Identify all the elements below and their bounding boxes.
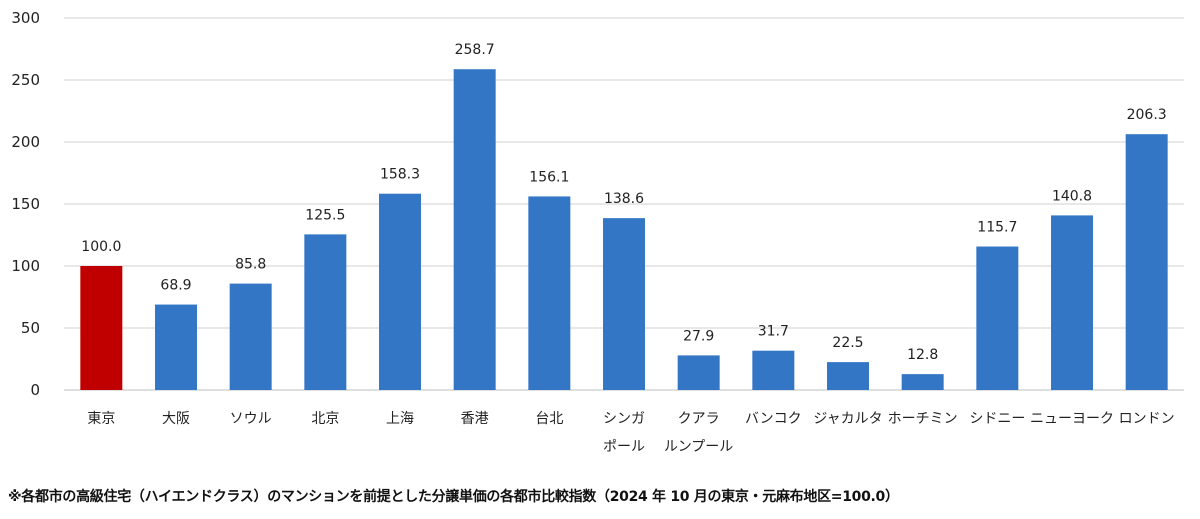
data-label: 158.3 xyxy=(380,167,420,183)
x-tick-label: 東京 xyxy=(87,411,115,427)
x-tick-label: クアラ xyxy=(678,411,720,427)
x-tick-label: ルンプール xyxy=(664,439,733,455)
data-label: 27.9 xyxy=(683,328,714,344)
x-tick-label: 大阪 xyxy=(162,411,190,427)
bar-chart: 0 50 100 150 200 250 300 100.0 東京 68.9 大阪 85.8 ソウル 12… xyxy=(11,9,1184,455)
data-label: 12.8 xyxy=(907,347,938,363)
x-tick-label: ニューヨーク xyxy=(1030,411,1114,427)
data-label: 31.7 xyxy=(758,324,789,340)
data-label: 115.7 xyxy=(977,220,1017,236)
bar xyxy=(155,304,197,390)
bar xyxy=(80,266,123,390)
y-tick-label: 150 xyxy=(11,195,40,213)
bar xyxy=(827,362,869,390)
y-tick-label: 100 xyxy=(11,257,40,275)
x-tick-label: ホーチミン xyxy=(888,411,958,427)
y-tick-label: 250 xyxy=(11,71,40,89)
bar xyxy=(379,193,421,390)
bar xyxy=(677,355,720,390)
bar xyxy=(304,234,347,390)
x-tick-label: ジャカルタ xyxy=(813,411,882,427)
x-tick-label: ソウル xyxy=(230,411,272,427)
y-tick-label: 300 xyxy=(11,9,40,27)
x-tick-label: 香港 xyxy=(461,411,489,427)
data-label: 125.5 xyxy=(305,207,345,223)
x-tick-label: ロンドン xyxy=(1119,411,1175,427)
bar xyxy=(603,218,645,390)
data-label: 206.3 xyxy=(1127,107,1167,123)
bar xyxy=(1125,134,1168,390)
data-label: 22.5 xyxy=(832,335,863,351)
x-tick-label: ポール xyxy=(603,439,645,455)
x-tick-label: シドニー xyxy=(969,411,1025,427)
data-label: 156.1 xyxy=(529,169,569,185)
data-label: 68.9 xyxy=(160,278,191,294)
bar xyxy=(976,246,1019,390)
x-tick-label: バンコク xyxy=(745,411,802,427)
x-tick-label: 台北 xyxy=(535,411,563,427)
y-tick-label: 0 xyxy=(30,381,40,399)
x-tick-label: 上海 xyxy=(386,411,414,427)
bar xyxy=(453,69,496,390)
data-label: 138.6 xyxy=(604,191,644,207)
bar xyxy=(752,350,795,390)
bar xyxy=(901,374,944,390)
bar xyxy=(528,196,571,390)
data-label: 140.8 xyxy=(1052,188,1092,204)
data-label: 85.8 xyxy=(235,257,266,273)
x-tick-label: シンガ xyxy=(603,411,645,427)
x-tick-label: 北京 xyxy=(311,411,339,427)
y-tick-label: 50 xyxy=(21,319,40,337)
footnote: ※各都市の高級住宅（ハイエンドクラス）のマンションを前提とした分譲単価の各都市比… xyxy=(8,489,899,505)
data-label: 258.7 xyxy=(455,42,495,58)
bar xyxy=(1051,215,1093,390)
y-tick-label: 200 xyxy=(11,133,40,151)
data-label: 100.0 xyxy=(81,239,121,255)
bar xyxy=(229,283,272,390)
